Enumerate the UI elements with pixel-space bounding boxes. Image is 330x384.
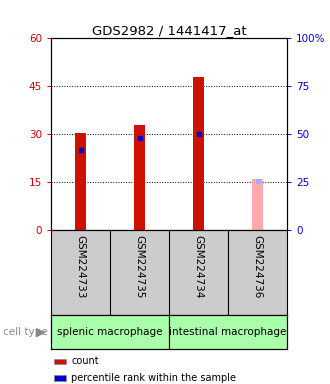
Bar xyxy=(169,315,287,349)
Bar xyxy=(53,375,66,381)
Text: intestinal macrophage: intestinal macrophage xyxy=(169,327,287,337)
Text: count: count xyxy=(71,356,99,366)
Text: cell type: cell type xyxy=(3,327,48,337)
Bar xyxy=(134,125,145,230)
Bar xyxy=(51,315,169,349)
Bar xyxy=(53,359,66,364)
Text: percentile rank within the sample: percentile rank within the sample xyxy=(71,373,236,383)
Bar xyxy=(75,133,86,230)
Text: GSM224735: GSM224735 xyxy=(135,235,145,298)
Text: GSM224734: GSM224734 xyxy=(194,235,204,298)
Text: GSM224733: GSM224733 xyxy=(76,235,86,298)
Title: GDS2982 / 1441417_at: GDS2982 / 1441417_at xyxy=(92,24,247,37)
Bar xyxy=(193,77,204,230)
Bar xyxy=(252,179,263,230)
Text: ▶: ▶ xyxy=(36,326,46,339)
Text: GSM224736: GSM224736 xyxy=(252,235,263,298)
Text: splenic macrophage: splenic macrophage xyxy=(57,327,163,337)
